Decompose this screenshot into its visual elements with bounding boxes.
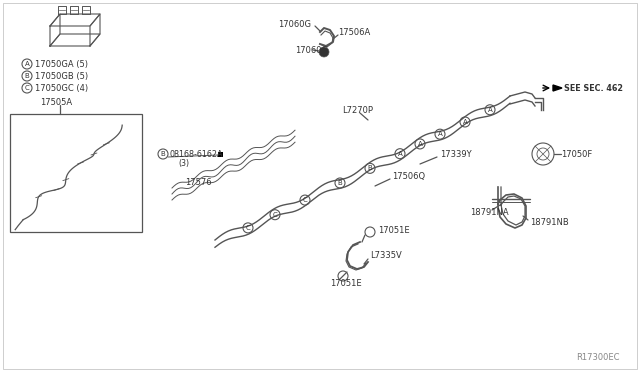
Text: A: A: [488, 107, 492, 113]
Text: 17051E: 17051E: [330, 279, 362, 289]
Text: C: C: [246, 225, 250, 231]
Text: 18791NA: 18791NA: [470, 208, 509, 217]
Text: A: A: [418, 141, 422, 147]
Text: A: A: [397, 151, 403, 157]
Text: 18791NB: 18791NB: [530, 218, 569, 227]
Text: 17050GB (5): 17050GB (5): [35, 71, 88, 80]
Text: L7335V: L7335V: [370, 251, 402, 260]
Text: B: B: [161, 151, 165, 157]
Text: A: A: [438, 131, 442, 137]
Text: 17339Y: 17339Y: [440, 150, 472, 158]
Text: B: B: [367, 165, 372, 171]
Text: 17050GC (4): 17050GC (4): [35, 83, 88, 93]
Text: (3): (3): [178, 158, 189, 167]
Text: A: A: [24, 61, 29, 67]
Bar: [10, 114, 142, 232]
Text: 17050GA (5): 17050GA (5): [35, 60, 88, 68]
Text: 17060G: 17060G: [295, 45, 328, 55]
Text: 17506Q: 17506Q: [392, 171, 425, 180]
Text: A: A: [463, 119, 467, 125]
Polygon shape: [553, 85, 562, 91]
Text: 17060G: 17060G: [278, 19, 311, 29]
Text: 08168-6162A: 08168-6162A: [170, 150, 223, 158]
Bar: [218, 152, 223, 157]
Text: C: C: [273, 212, 277, 218]
Text: 17505A: 17505A: [40, 97, 72, 106]
Text: B: B: [24, 73, 29, 79]
Text: B: B: [338, 180, 342, 186]
Text: C: C: [24, 85, 29, 91]
Text: 17050F: 17050F: [561, 150, 592, 158]
Text: 17506A: 17506A: [338, 28, 371, 36]
Text: 17576: 17576: [185, 177, 212, 186]
Text: R17300EC: R17300EC: [577, 353, 620, 362]
Text: C: C: [303, 197, 307, 203]
Circle shape: [319, 47, 329, 57]
Text: L7270P: L7270P: [342, 106, 373, 115]
Text: SEE SEC. 462: SEE SEC. 462: [564, 83, 623, 93]
Text: 17051E: 17051E: [378, 225, 410, 234]
